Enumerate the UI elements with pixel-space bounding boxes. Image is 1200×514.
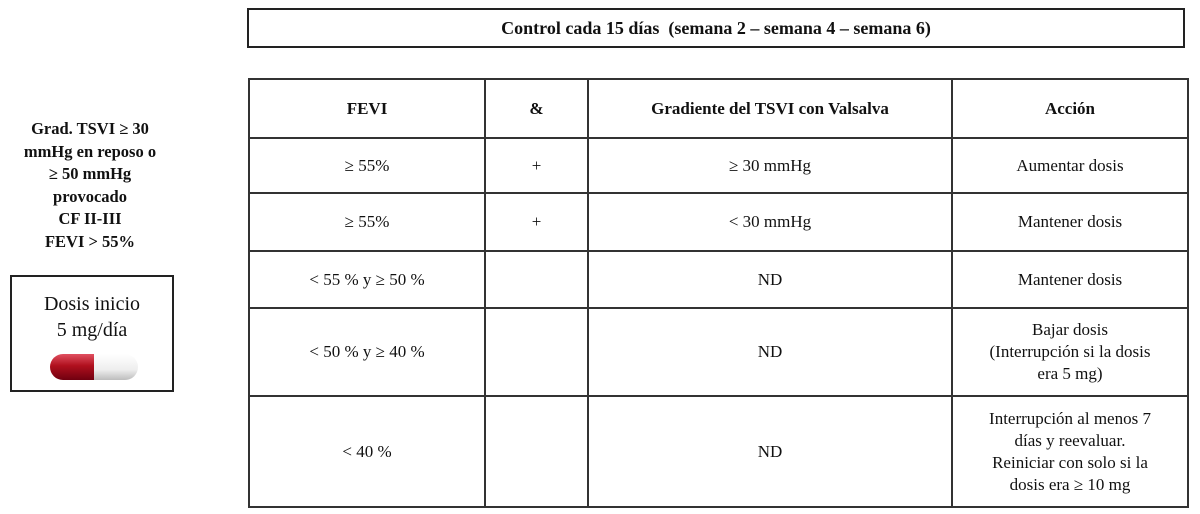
table-row: < 40 % ND Interrupción al menos 7 días y re… xyxy=(248,395,1189,508)
dose-line: Dosis inicio xyxy=(43,293,141,315)
criteria-line: FEVI > 55% xyxy=(44,231,136,251)
column-header: Gradiente del TSVI con Valsalva xyxy=(587,78,953,139)
criteria-line: Grad. TSVI ≥ 30 xyxy=(31,119,149,138)
operator-cell: + xyxy=(484,137,589,194)
table-row: ≥ 55% + < 30 mmHg Mantener dosis xyxy=(248,192,1189,252)
criteria-line: ≥ 50 mmHg xyxy=(48,164,132,183)
operator-cell xyxy=(484,307,589,397)
header-title: Control cada 15 días (semana 2 – semana … xyxy=(247,8,1185,48)
action-line: Mantener dosis xyxy=(1017,212,1123,231)
action-line: (Interrupción si la dosis xyxy=(989,342,1151,361)
action-cell: Mantener dosis xyxy=(951,192,1189,252)
column-header: & xyxy=(484,78,589,139)
fevi-cell: < 50 % y ≥ 40 % xyxy=(248,307,486,397)
dose-text: Dosis inicio 5 mg/día xyxy=(12,291,172,343)
fevi-cell: ≥ 55% xyxy=(248,192,486,252)
gradient-cell: < 30 mmHg xyxy=(587,192,953,252)
criteria-line: CF II-III xyxy=(58,209,122,228)
action-line: dosis era ≥ 10 mg xyxy=(1009,474,1131,494)
criteria-line: mmHg en reposo o xyxy=(23,141,157,161)
table-row: ≥ 55% + ≥ 30 mmHg Aumentar dosis xyxy=(248,137,1189,194)
action-line: Reiniciar con solo si la xyxy=(992,452,1148,472)
gradient-cell: ND xyxy=(587,307,953,397)
fevi-cell: < 55 % y ≥ 50 % xyxy=(248,250,486,309)
action-cell: Interrupción al menos 7 días y reevaluar.… xyxy=(951,395,1189,508)
dose-box: Dosis inicio 5 mg/día xyxy=(10,275,174,392)
fevi-cell: < 40 % xyxy=(248,395,486,508)
action-line: Interrupción al menos 7 xyxy=(989,408,1151,428)
gradient-cell: ≥ 30 mmHg xyxy=(587,137,953,194)
operator-cell: + xyxy=(484,192,589,252)
action-cell: Aumentar dosis xyxy=(951,137,1189,194)
action-line: era 5 mg) xyxy=(1037,364,1103,383)
gradient-cell: ND xyxy=(587,395,953,508)
criteria: Grad. TSVI ≥ 30 mmHg en reposo o ≥ 50 mmHg… xyxy=(0,118,180,253)
action-line: días y reevaluar. xyxy=(1014,430,1126,450)
dose-line: 5 mg/día xyxy=(56,319,128,341)
action-cell: Bajar dosis (Interrupción si la dosis era … xyxy=(951,307,1189,397)
action-table: FEVI & Gradiente del TSVI con Valsalva Acci… xyxy=(248,78,1189,508)
action-line: Aumentar dosis xyxy=(1016,155,1124,175)
gradient-cell: ND xyxy=(587,250,953,309)
table-body: ≥ 55% + ≥ 30 mmHg Aumentar dosis ≥ 55% + < 30 … xyxy=(248,137,1189,508)
fevi-cell: ≥ 55% xyxy=(248,137,486,194)
action-line: Bajar dosis xyxy=(1031,320,1109,339)
table-row: < 50 % y ≥ 40 % ND Bajar dosis (Interrupció… xyxy=(248,307,1189,397)
operator-cell xyxy=(484,395,589,508)
action-line: Mantener dosis xyxy=(1017,269,1123,289)
action-cell: Mantener dosis xyxy=(951,250,1189,309)
header-row: FEVI & Gradiente del TSVI con Valsalva Acci… xyxy=(248,78,1189,139)
pill-icon xyxy=(50,354,138,380)
column-header: Acción xyxy=(951,78,1189,139)
column-header: FEVI xyxy=(248,78,486,139)
operator-cell xyxy=(484,250,589,309)
table-row: < 55 % y ≥ 50 % ND Mantener dosis xyxy=(248,250,1189,309)
criteria-line: provocado xyxy=(53,186,127,206)
